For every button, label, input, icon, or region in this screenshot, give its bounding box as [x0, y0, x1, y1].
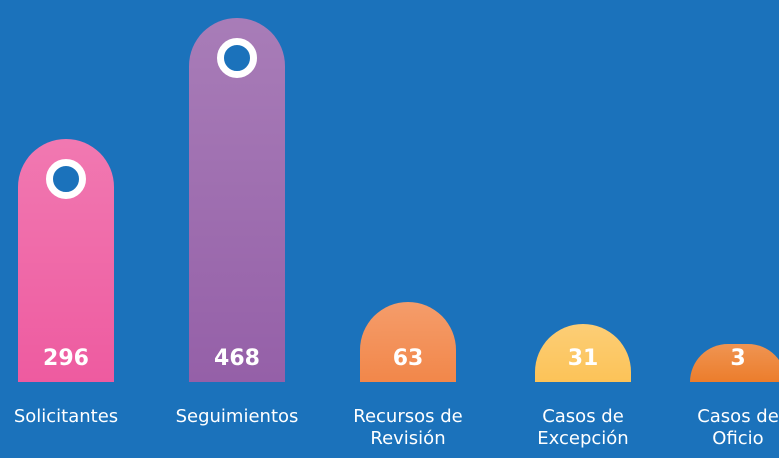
ring-icon — [217, 37, 257, 78]
bar — [360, 301, 456, 382]
ring-icon — [46, 158, 86, 199]
value-label: 296 — [43, 346, 89, 371]
category-label: Casos de Oficio — [697, 406, 779, 449]
category-label: Recursos de Revisión — [353, 406, 463, 449]
value-label: 468 — [214, 346, 260, 371]
bar — [690, 343, 779, 382]
value-label: 31 — [567, 346, 599, 371]
category-label: Seguimientos — [175, 406, 299, 427]
value-label: 63 — [392, 346, 424, 371]
bar — [189, 17, 285, 382]
bar — [18, 138, 114, 382]
value-label: 3 — [730, 346, 746, 371]
category-label: Casos de Excepción — [537, 406, 629, 449]
category-label: Solicitantes — [13, 406, 119, 427]
